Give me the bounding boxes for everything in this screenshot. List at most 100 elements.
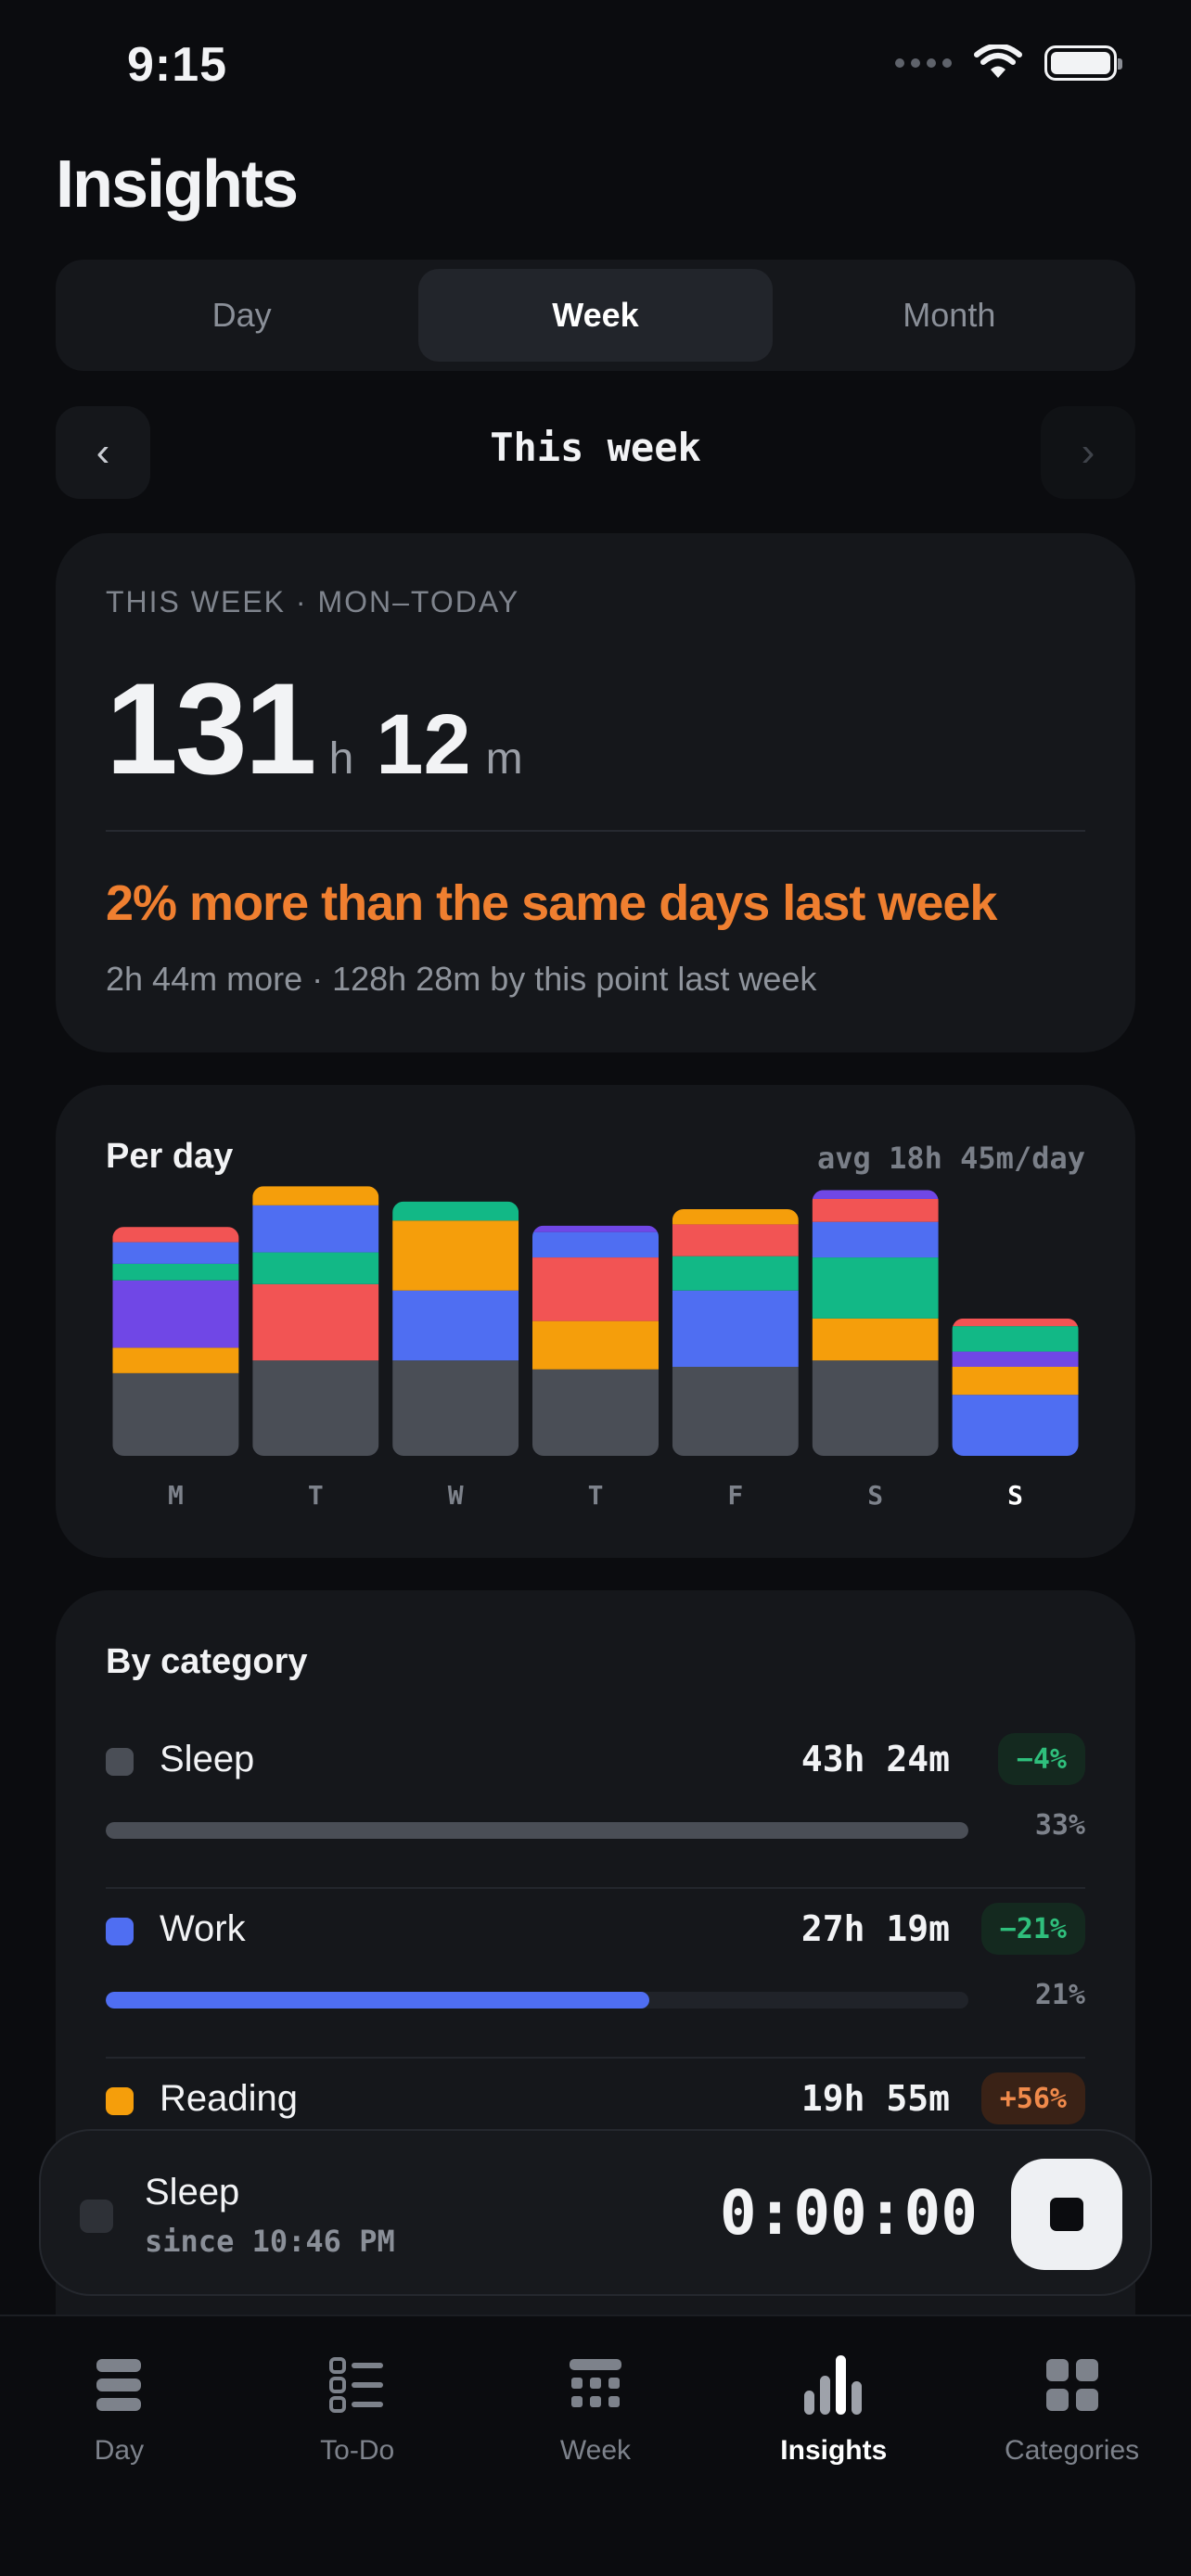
bar-segment-blue2 (112, 1242, 239, 1264)
day-tick-label: S (1007, 1480, 1023, 1511)
tab-insights[interactable]: Insights (714, 2316, 953, 2576)
status-icons (895, 45, 1122, 82)
tab-categories[interactable]: Categories (953, 2316, 1191, 2576)
next-week-button[interactable]: › (1041, 406, 1135, 499)
stop-icon (1050, 2198, 1083, 2231)
category-percent: 21% (1034, 1979, 1085, 2011)
summary-divider (106, 830, 1085, 832)
bar-segment-reading (532, 1320, 659, 1370)
category-swatch (106, 1748, 134, 1776)
day-tick-label: F (727, 1480, 743, 1511)
cellular-signal-icon (895, 58, 952, 68)
status-time: 9:15 (127, 38, 228, 92)
chart-bar[interactable] (112, 1227, 239, 1456)
bar-segment-sleep (392, 1360, 519, 1456)
bar-segment-work (392, 1290, 519, 1361)
chart-bar[interactable] (252, 1186, 379, 1456)
category-row-work[interactable]: Work 27h 19m −21% 21% (106, 1890, 1085, 2059)
category-time: 27h 19m (800, 1908, 950, 1949)
tab-day[interactable]: Day (0, 2316, 238, 2576)
minutes-unit: m (485, 734, 523, 784)
segment-week[interactable]: Week (418, 269, 773, 362)
status-bar: 9:15 (0, 0, 1191, 139)
bar-segment-green (812, 1257, 939, 1319)
category-time: 19h 55m (800, 2078, 950, 2119)
bar-segment-violet2 (812, 1190, 939, 1199)
bar-segment-violet2 (532, 1225, 659, 1232)
insights-icon (799, 2350, 869, 2420)
bar-segment-amber2 (252, 1186, 379, 1205)
todo-icon (322, 2350, 392, 2420)
bar-segment-sleep (672, 1367, 799, 1456)
bar-segment-red (252, 1283, 379, 1361)
chart-bar[interactable] (952, 1318, 1079, 1456)
battery-icon (1044, 45, 1122, 81)
page-title: Insights (56, 147, 299, 222)
bar-segment-blue2 (812, 1221, 939, 1258)
bar-segment-red (532, 1257, 659, 1321)
tab-label: Week (559, 2435, 632, 2466)
bar-segment-green (672, 1256, 799, 1291)
day-tick-label: S (867, 1480, 883, 1511)
bar-segment-red2 (952, 1318, 1079, 1327)
chart-bar[interactable] (812, 1190, 939, 1456)
category-name: Reading (160, 2078, 299, 2119)
bar-segment-green (952, 1326, 1079, 1352)
category-name: Work (160, 1908, 246, 1949)
category-delta-badge: −21% (980, 1903, 1085, 1955)
tab-todo[interactable]: To-Do (238, 2316, 477, 2576)
hours-unit: h (328, 734, 354, 784)
category-divider (106, 1887, 1085, 1889)
bar-segment-amber2 (672, 1208, 799, 1225)
tab-label: Day (94, 2435, 145, 2466)
total-hours: 131 (106, 656, 317, 801)
bar-segment-reading (952, 1367, 1079, 1396)
stop-timer-button[interactable] (1011, 2159, 1122, 2270)
day-icon (83, 2350, 154, 2420)
week-summary-card: THIS WEEK · MON–TODAY 131 h 12 m 2% more… (56, 533, 1135, 1052)
summary-eyebrow: THIS WEEK · MON–TODAY (106, 585, 520, 618)
bar-segment-green (112, 1263, 239, 1281)
period-segmented-control: Day Week Month (56, 260, 1135, 371)
running-timer[interactable]: Sleep since 10:46 PM 0:00:00 (39, 2129, 1152, 2296)
bar-segment-sleep (252, 1360, 379, 1456)
category-row-sleep[interactable]: Sleep 43h 24m −4% 33% (106, 1720, 1085, 1889)
tab-week[interactable]: Week (477, 2316, 715, 2576)
category-progress-fill (106, 1822, 968, 1839)
bar-segment-work (672, 1290, 799, 1367)
category-divider (106, 2057, 1085, 2059)
bar-segment-sleep (532, 1369, 659, 1456)
bar-segment-green (392, 1201, 519, 1221)
comparison-detail: 2h 44m more · 128h 28m by this point las… (106, 960, 817, 998)
bar-segment-green (252, 1252, 379, 1284)
bar-segment-red2 (112, 1227, 239, 1243)
chart-bar[interactable] (532, 1225, 659, 1456)
tab-label: Categories (1005, 2435, 1140, 2466)
by-category-title: By category (106, 1642, 308, 1681)
week-icon (560, 2350, 631, 2420)
category-delta-badge: −4% (997, 1733, 1085, 1785)
per-day-card: Per day avg 18h 45m/day M T W T F S S (56, 1085, 1135, 1558)
chart-bar[interactable] (672, 1208, 799, 1456)
category-percent: 33% (1034, 1809, 1085, 1842)
total-time: 131 h 12 m (106, 654, 545, 804)
previous-week-button[interactable]: ‹ (56, 406, 150, 499)
timer-elapsed: 0:00:00 (719, 2177, 978, 2249)
wifi-icon (974, 45, 1022, 78)
category-swatch (106, 1918, 134, 1945)
segment-month[interactable]: Month (903, 296, 996, 334)
day-tick-label: T (308, 1480, 324, 1511)
bar-segment-reading (812, 1318, 939, 1361)
category-progress-track (106, 1992, 968, 2009)
chart-bar[interactable] (392, 1201, 519, 1456)
week-label: This week (490, 425, 701, 470)
segment-day[interactable]: Day (211, 296, 272, 334)
timer-category-name: Sleep (145, 2172, 240, 2213)
category-time: 43h 24m (800, 1739, 950, 1779)
bar-segment-blue2 (532, 1231, 659, 1258)
per-day-title: Per day (106, 1137, 234, 1176)
tab-label: To-Do (320, 2435, 395, 2466)
daily-average: avg 18h 45m/day (817, 1141, 1085, 1176)
category-swatch (106, 2087, 134, 2115)
bar-segment-sleep (112, 1372, 239, 1456)
